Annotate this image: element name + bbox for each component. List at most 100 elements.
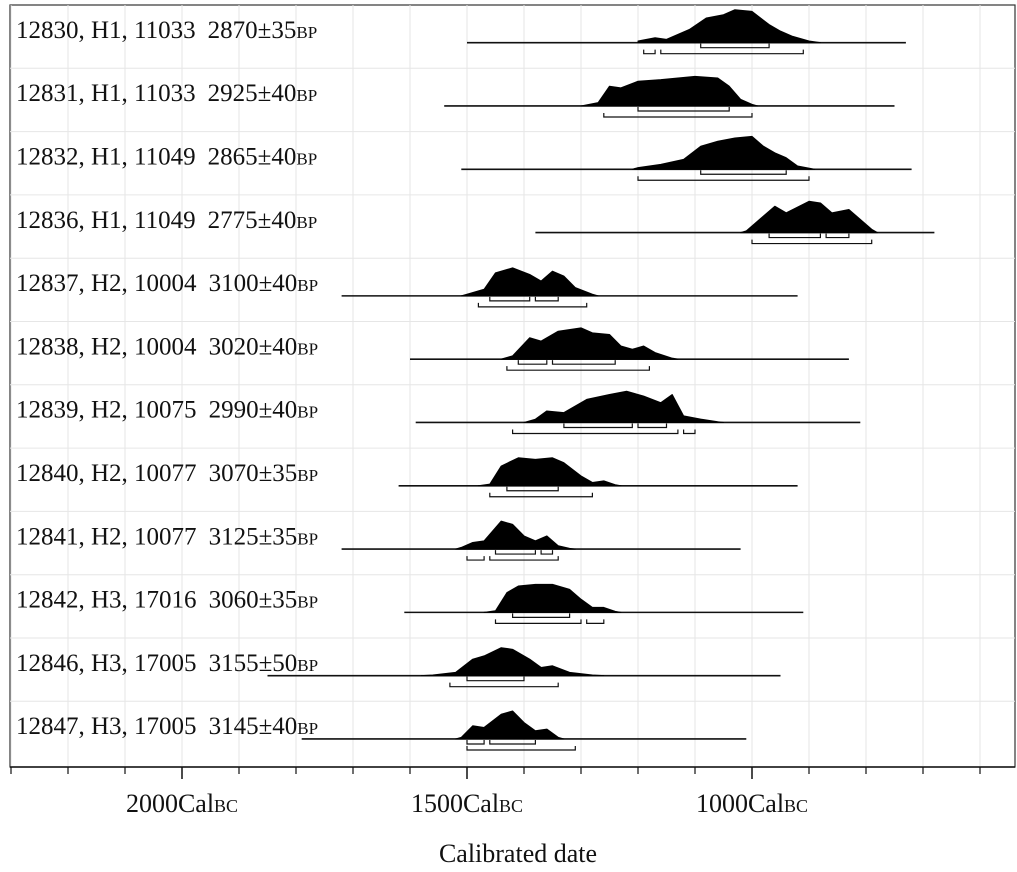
probability-distribution xyxy=(483,583,622,613)
radiocarbon-age: 3125±35 xyxy=(209,523,298,550)
row-label: 12839, H2, 10075 2990±40BP xyxy=(16,397,318,424)
sigma-1-range xyxy=(506,486,559,492)
row-12847: 12847, H3, 17005 3145±40BP xyxy=(10,700,1015,751)
sample-id: 12839, H2, 10075 xyxy=(16,397,197,424)
age-unit: BP xyxy=(296,150,317,169)
sigma-2-range xyxy=(586,619,605,624)
age-unit: BP xyxy=(297,339,318,358)
probability-distribution xyxy=(500,327,679,360)
sigma-1-range xyxy=(466,739,485,745)
sample-id: 12831, H1, 11033 xyxy=(16,80,196,107)
sample-id: 12841, H2, 10077 xyxy=(16,523,197,550)
sigma-1-range xyxy=(551,360,616,365)
row-12836: 12836, H1, 11049 2775±40BP xyxy=(10,194,1015,245)
age-unit: BP xyxy=(297,656,318,675)
age-unit: BP xyxy=(297,529,318,548)
row-label: 12836, H1, 11049 2775±40BP xyxy=(16,207,317,234)
probability-distribution xyxy=(420,647,605,677)
sigma-1-range xyxy=(534,296,559,302)
probability-distribution xyxy=(580,75,759,107)
row-12831: 12831, H1, 11033 2925±40BP xyxy=(10,67,1015,118)
sigma-2-range xyxy=(466,556,485,561)
radiocarbon-age: 3060±35 xyxy=(209,587,298,614)
row-label: 12831, H1, 11033 2925±40BP xyxy=(16,80,317,107)
probability-distribution xyxy=(523,390,724,423)
row-label: 12846, H3, 17005 3155±50BP xyxy=(16,650,318,677)
x-axis: 2000CalBC 1500CalBC 1000CalBC xyxy=(10,766,1015,818)
age-unit: BP xyxy=(296,213,317,232)
sigma-2-range xyxy=(660,49,804,55)
probability-distribution xyxy=(460,267,599,297)
row-12837: 12837, H2, 10004 3100±40BP xyxy=(10,257,1015,308)
age-unit: BP xyxy=(297,593,318,612)
sigma-2-range xyxy=(643,49,656,55)
sigma-1-range xyxy=(494,550,536,555)
sample-id: 12838, H2, 10004 xyxy=(16,333,197,360)
probability-distribution xyxy=(477,457,622,487)
row-label: 12832, H1, 11049 2865±40BP xyxy=(16,144,317,171)
row-12830: 12830, H1, 11033 2870±35BP xyxy=(16,9,906,55)
radiocarbon-age: 2925±40 xyxy=(208,80,297,107)
sigma-2-range xyxy=(489,556,559,561)
sigma-1-range xyxy=(637,423,668,429)
probability-distribution xyxy=(455,520,576,550)
age-unit: BP xyxy=(296,86,317,105)
radiocarbon-age: 3100±40 xyxy=(209,270,298,297)
row-label: 12841, H2, 10077 3125±35BP xyxy=(16,523,318,550)
row-12842: 12842, H3, 17016 3060±35BP xyxy=(10,574,1015,624)
sigma-1-range xyxy=(512,613,571,618)
age-unit: BP xyxy=(296,23,317,42)
tick-label: 2000CalBC xyxy=(126,789,238,818)
radiocarbon-age: 3070±35 xyxy=(209,460,298,487)
age-unit: BP xyxy=(297,403,318,422)
radiocarbon-age: 2870±35 xyxy=(208,17,297,44)
sigma-1-range xyxy=(563,423,633,429)
sigma-2-range xyxy=(489,492,593,498)
row-12838: 12838, H2, 10004 3020±40BP xyxy=(10,321,1015,371)
sigma-1-range xyxy=(517,360,548,365)
probability-distribution xyxy=(455,710,565,740)
row-12840: 12840, H2, 10077 3070±35BP xyxy=(10,447,1015,498)
sigma-2-range xyxy=(494,619,582,624)
sample-id: 12830, H1, 11033 xyxy=(16,17,196,44)
sigma-2-range xyxy=(751,239,873,245)
tick-label: 1000CalBC xyxy=(696,789,808,818)
age-unit: BP xyxy=(297,276,318,295)
row-12839: 12839, H2, 10075 2990±40BP xyxy=(10,384,1015,435)
sample-id: 12842, H3, 17016 xyxy=(16,587,197,614)
x-axis-label: Calibrated date xyxy=(439,839,597,868)
sigma-1-range xyxy=(768,233,821,239)
sample-id: 12836, H1, 11049 xyxy=(16,207,196,234)
radiocarbon-age: 2775±40 xyxy=(208,207,297,234)
age-unit: BP xyxy=(297,466,318,485)
sample-id: 12837, H2, 10004 xyxy=(16,270,197,297)
tick-label: 1500CalBC xyxy=(411,789,523,818)
sigma-2-range xyxy=(506,366,650,371)
sigma-2-range xyxy=(449,682,559,688)
sigma-1-range xyxy=(540,550,554,555)
sigma-1-range xyxy=(637,106,730,112)
row-label: 12847, H3, 17005 3145±40BP xyxy=(16,713,318,740)
radiocarbon-age: 3155±50 xyxy=(209,650,298,677)
sigma-2-range xyxy=(477,302,588,308)
sigma-1-range xyxy=(489,296,531,302)
sample-id: 12847, H3, 17005 xyxy=(16,713,197,740)
sample-id: 12846, H3, 17005 xyxy=(16,650,197,677)
age-unit: BP xyxy=(297,719,318,738)
sigma-2-range xyxy=(603,112,753,118)
radiocarbon-age: 2865±40 xyxy=(208,144,297,171)
radiocarbon-age: 3020±40 xyxy=(209,333,298,360)
sigma-1-range xyxy=(700,43,770,49)
sigma-1-range xyxy=(825,233,850,239)
sigma-2-range xyxy=(466,745,576,751)
probability-distribution xyxy=(637,9,821,44)
sample-id: 12840, H2, 10077 xyxy=(16,460,197,487)
radiocarbon-age: 3145±40 xyxy=(209,713,298,740)
row-label: 12830, H1, 11033 2870±35BP xyxy=(16,17,317,44)
row-12846: 12846, H3, 17005 3155±50BP xyxy=(10,637,1015,688)
radiocarbon-age: 2990±40 xyxy=(209,397,298,424)
sample-id: 12832, H1, 11049 xyxy=(16,144,196,171)
row-12832: 12832, H1, 11049 2865±40BP xyxy=(10,131,1015,181)
